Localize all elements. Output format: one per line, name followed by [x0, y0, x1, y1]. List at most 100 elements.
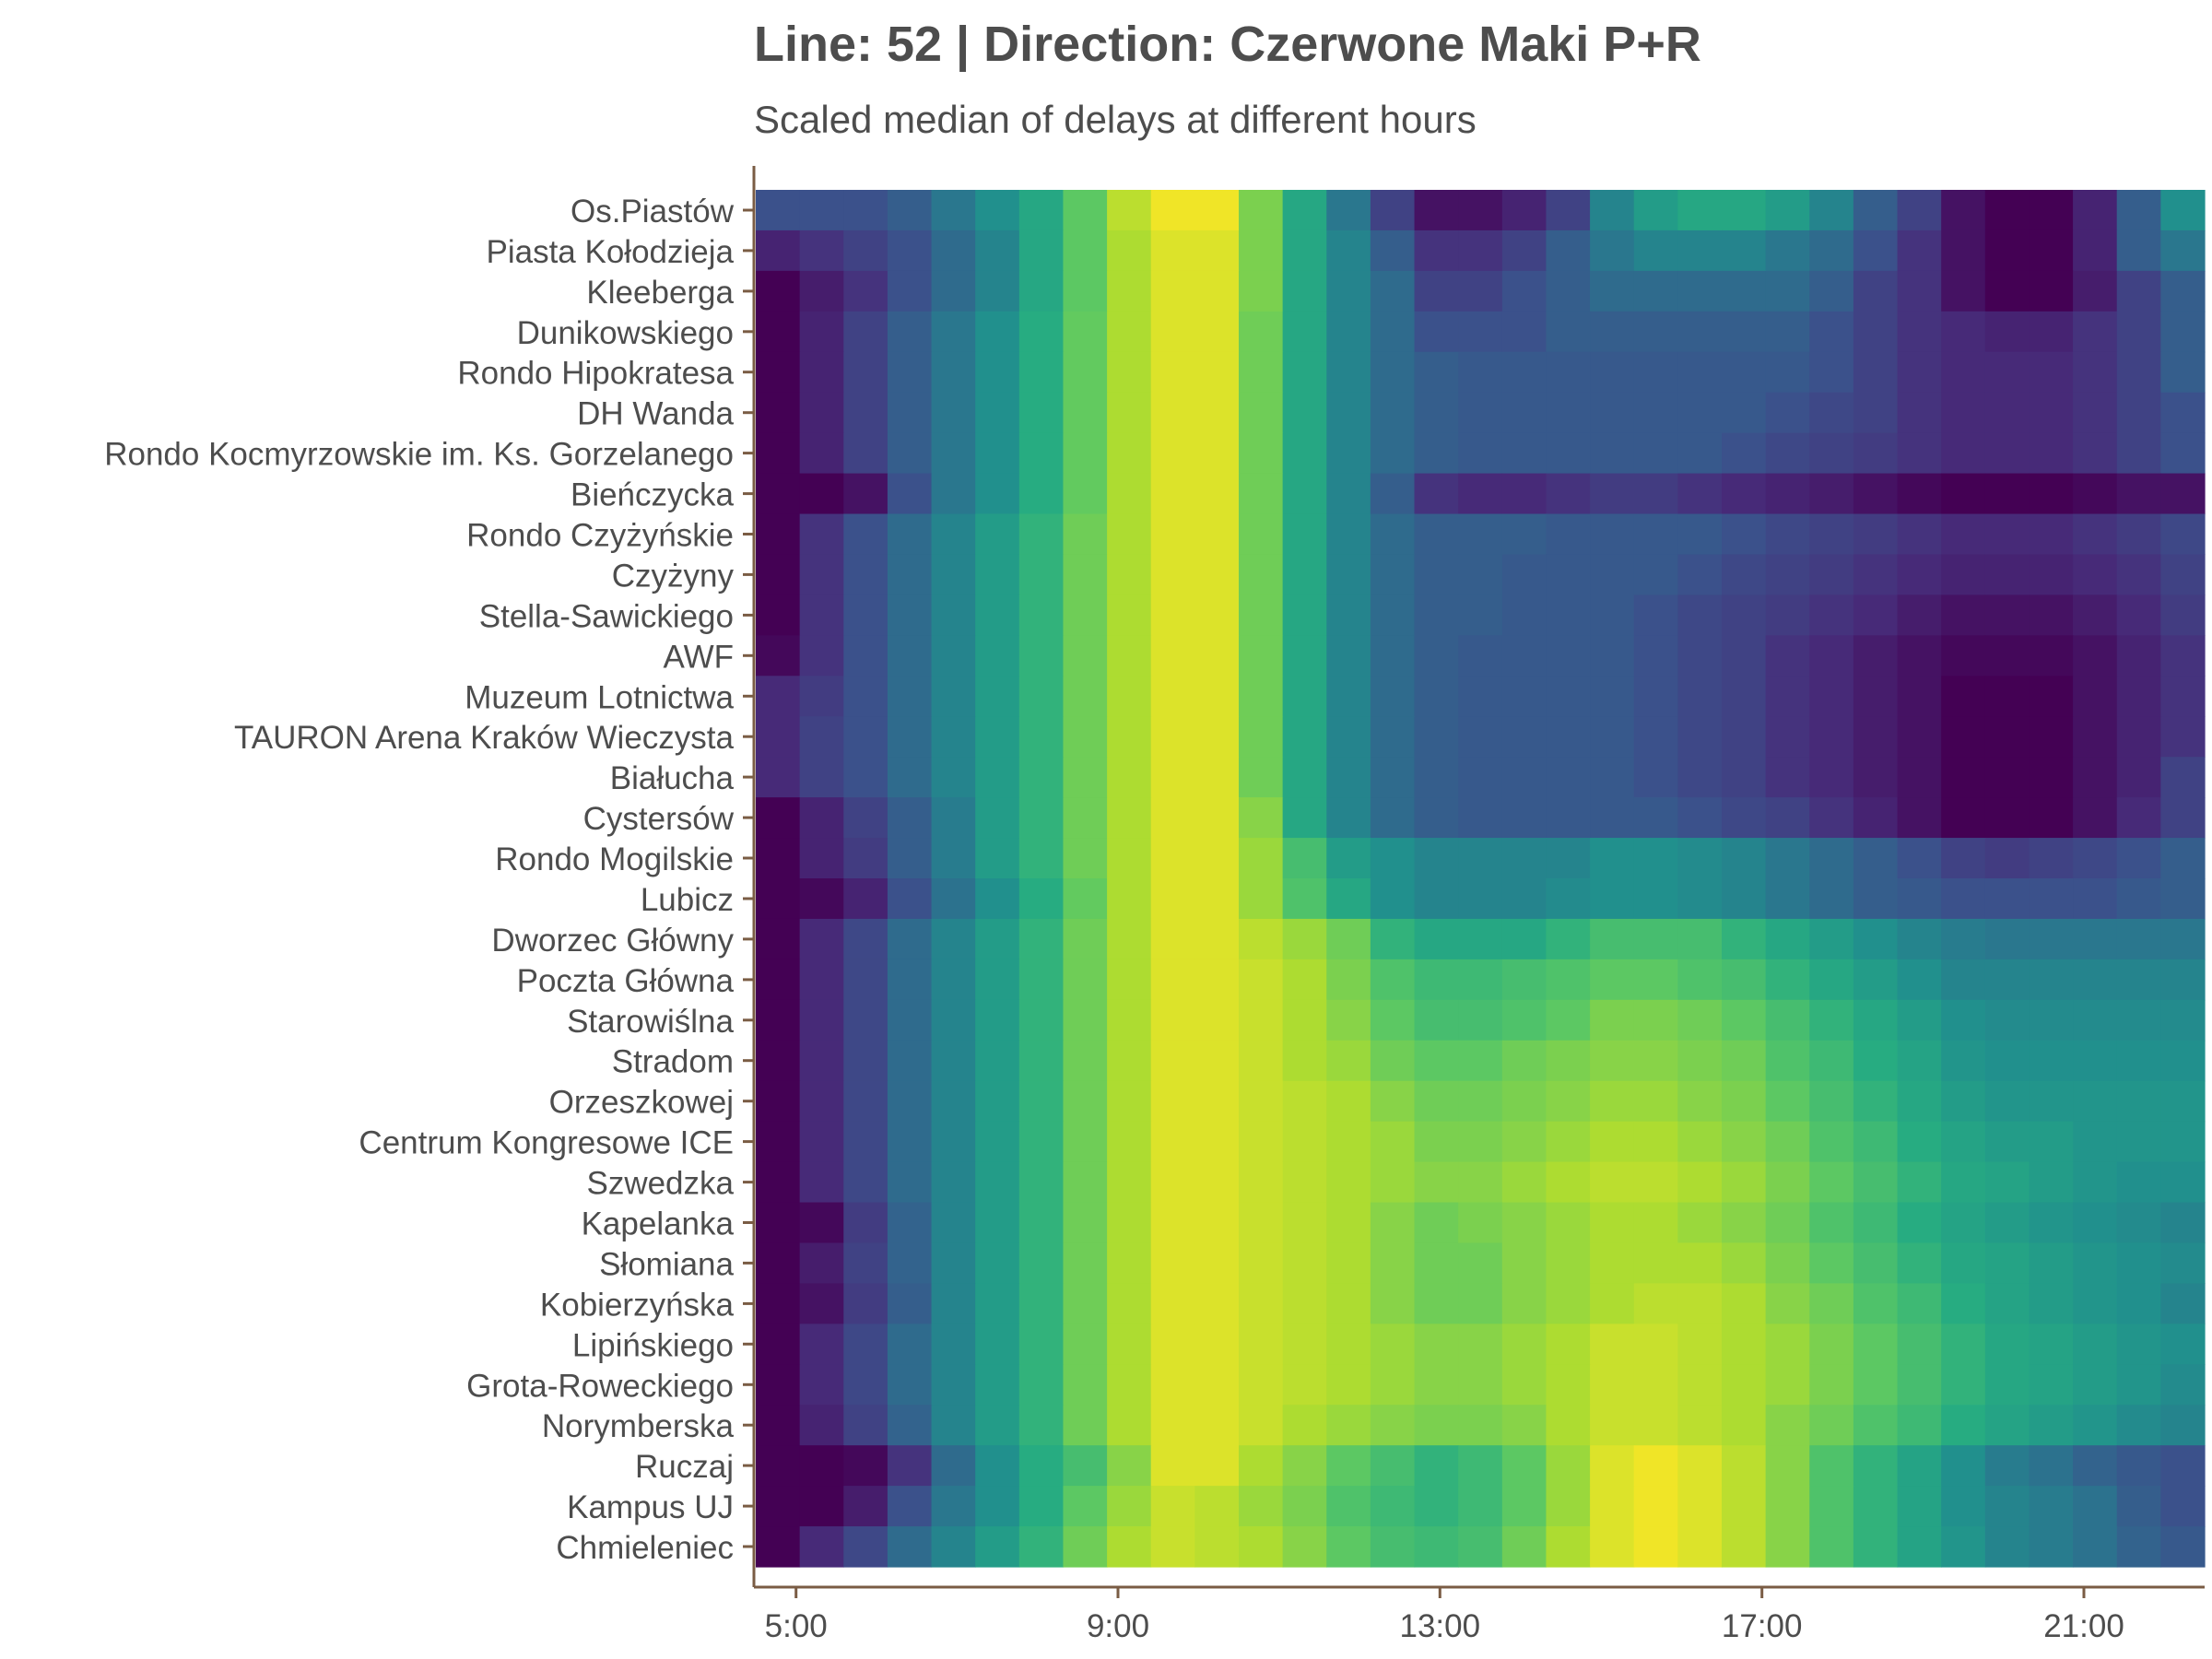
- heatmap-cell: [1107, 1324, 1152, 1365]
- heatmap-cell: [2073, 1121, 2118, 1163]
- heatmap-cell: [1501, 716, 1547, 758]
- heatmap-cell: [1018, 635, 1065, 677]
- heatmap-cell: [1722, 676, 1767, 717]
- heatmap-cell: [1633, 229, 1678, 272]
- chart-title: Line: 52 | Direction: Czerwone Maki P+R: [754, 17, 1701, 73]
- heatmap-cell: [1765, 1364, 1810, 1406]
- stop-label: Muzeum Lotnictwa: [465, 679, 734, 715]
- heatmap-cell: [1853, 229, 1899, 272]
- heatmap-cell: [1809, 1080, 1854, 1123]
- heatmap-cell: [1546, 270, 1591, 312]
- heatmap-cell: [1282, 797, 1327, 839]
- heatmap-cell: [1809, 1445, 1854, 1487]
- heatmap-cell: [1107, 1080, 1152, 1123]
- heatmap-cell: [1063, 513, 1108, 556]
- heatmap-cell: [1239, 1445, 1284, 1487]
- heatmap-cell: [2160, 1242, 2206, 1285]
- heatmap-cell: [1370, 716, 1416, 758]
- heatmap-cell: [1809, 676, 1854, 717]
- heatmap-cell: [1941, 918, 1986, 960]
- heatmap-cell: [1853, 1202, 1899, 1244]
- heatmap-cell: [1282, 1486, 1327, 1527]
- heatmap-cell: [1370, 1405, 1416, 1446]
- heatmap-cell: [2116, 1364, 2161, 1406]
- heatmap-cell: [843, 676, 888, 717]
- heatmap-cell: [756, 1405, 801, 1446]
- heatmap-cell: [2116, 1486, 2161, 1527]
- heatmap-cell: [1018, 1121, 1065, 1163]
- heatmap-cell: [799, 757, 844, 798]
- heatmap-cell: [843, 797, 888, 839]
- heatmap-cell: [1063, 311, 1108, 353]
- heatmap-cell: [1239, 959, 1284, 1001]
- heatmap-cell: [1941, 1324, 1986, 1365]
- heatmap-cell: [975, 1242, 1020, 1285]
- heatmap-cell: [1501, 1040, 1547, 1082]
- stop-label: Cystersów: [583, 801, 735, 837]
- heatmap-cell: [975, 1283, 1020, 1324]
- heatmap-cell: [2116, 473, 2161, 515]
- heatmap-cell: [756, 635, 801, 677]
- heatmap-cell: [975, 270, 1020, 312]
- heatmap-cell: [1941, 351, 1986, 394]
- heatmap-cell: [887, 1364, 933, 1406]
- heatmap-cell: [1194, 1242, 1240, 1285]
- heatmap-cell: [1633, 676, 1678, 717]
- heatmap-cell: [1984, 1040, 2030, 1082]
- heatmap-cell: [975, 190, 1020, 231]
- heatmap-cell: [1370, 1283, 1416, 1324]
- heatmap-cell: [1239, 797, 1284, 839]
- heatmap-cell: [1370, 311, 1416, 353]
- heatmap-cell: [1722, 1202, 1767, 1244]
- heatmap-cell: [1282, 432, 1327, 475]
- heatmap-cell: [1458, 878, 1503, 920]
- heatmap-cell: [1853, 1405, 1899, 1446]
- heatmap-cell: [1941, 1080, 1986, 1123]
- stop-label: Kobierzyńska: [540, 1287, 735, 1323]
- heatmap-cell: [1853, 999, 1899, 1041]
- heatmap-cell: [1414, 351, 1459, 394]
- heatmap-cell: [1546, 1080, 1591, 1123]
- heatmap-cell: [931, 392, 976, 434]
- heatmap-cell: [843, 311, 888, 353]
- heatmap-cell: [931, 1161, 976, 1204]
- heatmap-cell: [1282, 1202, 1327, 1244]
- heatmap-cell: [887, 1283, 933, 1324]
- heatmap-cell: [2160, 311, 2206, 353]
- heatmap-cell: [1941, 190, 1986, 231]
- heatmap-cell: [1677, 554, 1723, 596]
- stop-label: Stradom: [612, 1044, 734, 1080]
- heatmap-cell: [887, 676, 933, 717]
- heatmap-cell: [1853, 554, 1899, 596]
- heatmap-cell: [799, 716, 844, 758]
- heatmap-cell: [1984, 635, 2030, 677]
- heatmap-cell: [931, 473, 976, 515]
- heatmap-cell: [843, 1324, 888, 1365]
- heatmap-cell: [756, 878, 801, 920]
- heatmap-cell: [756, 311, 801, 353]
- heatmap-cell: [799, 1202, 844, 1244]
- heatmap-cell: [1897, 270, 1942, 312]
- heatmap-cell: [1239, 757, 1284, 798]
- heatmap-cell: [1677, 1486, 1723, 1527]
- heatmap-cell: [756, 1080, 801, 1123]
- heatmap-cell: [1414, 757, 1459, 798]
- heatmap-cell: [1722, 432, 1767, 475]
- heatmap-cell: [1239, 1040, 1284, 1082]
- heatmap-cell: [1414, 229, 1459, 272]
- heatmap-cell: [1765, 797, 1810, 839]
- heatmap-cell: [1239, 1405, 1284, 1446]
- heatmap-cell: [1984, 959, 2030, 1001]
- heatmap-cell: [1239, 1161, 1284, 1204]
- heatmap-cell: [1370, 878, 1416, 920]
- heatmap-cell: [1194, 229, 1240, 272]
- stop-label: Dworzec Główny: [491, 923, 734, 959]
- heatmap-cell: [1414, 1040, 1459, 1082]
- heatmap-cell: [1633, 190, 1678, 231]
- heatmap-cell: [2073, 554, 2118, 596]
- heatmap-cell: [1018, 270, 1065, 312]
- heatmap-cell: [1633, 1080, 1678, 1123]
- heatmap-cell: [2116, 594, 2161, 636]
- heatmap-cell: [1194, 1161, 1240, 1204]
- heatmap-cell: [931, 676, 976, 717]
